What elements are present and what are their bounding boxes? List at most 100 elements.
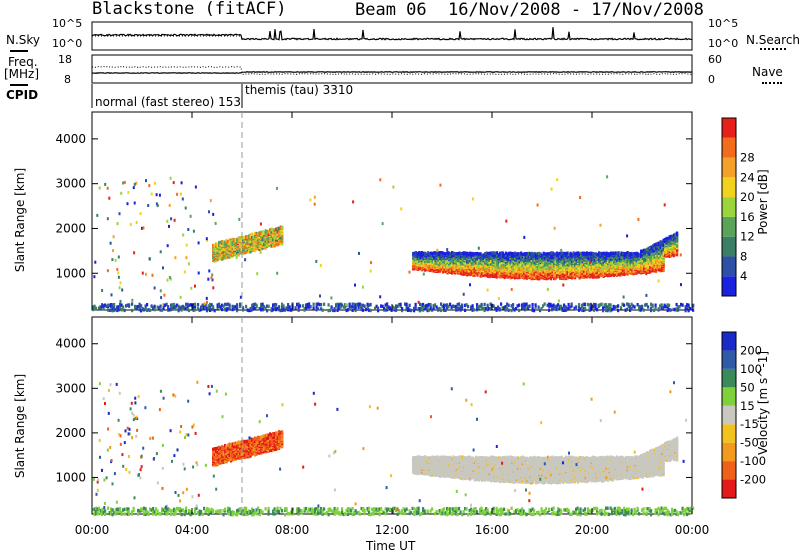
data-cell <box>418 251 421 255</box>
data-cell <box>586 255 589 260</box>
data-cell <box>551 262 554 266</box>
data-cell <box>587 259 590 263</box>
data-cell <box>556 268 559 272</box>
data-cell <box>569 263 572 268</box>
data-cell <box>236 237 239 242</box>
data-cell <box>572 266 575 271</box>
data-cell <box>587 256 590 260</box>
data-cell <box>239 236 242 240</box>
data-cell <box>245 241 248 246</box>
data-cell <box>493 267 496 271</box>
data-cell <box>488 251 491 255</box>
data-cell <box>494 259 497 263</box>
data-cell <box>225 255 228 260</box>
data-cell <box>443 252 446 256</box>
data-cell <box>496 261 499 265</box>
data-cell <box>572 268 575 273</box>
data-cell <box>542 270 545 274</box>
data-cell <box>275 227 278 232</box>
data-cell <box>532 252 535 256</box>
data-cell <box>554 252 557 256</box>
data-cell <box>279 225 282 229</box>
data-cell <box>213 243 216 247</box>
data-cell <box>281 226 284 230</box>
data-cell <box>605 256 608 260</box>
data-cell <box>476 265 479 269</box>
data-cell <box>521 252 524 256</box>
data-cell <box>553 262 556 266</box>
data-cell <box>556 251 559 255</box>
data-cell <box>437 251 440 255</box>
data-cell <box>553 252 556 256</box>
data-cell <box>563 251 566 256</box>
data-cell <box>569 260 572 265</box>
data-cell <box>587 252 590 256</box>
data-cell <box>270 227 273 231</box>
data-cell <box>445 259 448 263</box>
data-cell <box>481 271 484 276</box>
data-cell <box>587 269 590 274</box>
data-cell <box>524 252 527 256</box>
cpid-mode-1: normal (fast stereo) 153 <box>95 95 242 109</box>
data-cell <box>583 251 586 255</box>
data-cell <box>533 266 536 270</box>
data-cell <box>599 251 602 256</box>
data-cell <box>430 255 433 259</box>
data-cell <box>565 275 568 279</box>
data-cell <box>272 231 275 235</box>
data-cell <box>476 251 479 256</box>
data-cell <box>436 256 439 260</box>
data-cell <box>551 268 554 272</box>
data-cell <box>556 274 559 279</box>
data-cell <box>521 270 524 275</box>
data-cell <box>574 262 577 267</box>
data-cell <box>530 262 533 266</box>
data-cell <box>228 238 231 242</box>
data-cell <box>509 251 512 255</box>
data-cell <box>449 252 452 256</box>
data-cell <box>589 257 592 261</box>
data-cell <box>427 251 430 255</box>
data-cell <box>575 256 578 260</box>
noise-left-tick-top: 10^5 <box>52 17 83 30</box>
data-cell <box>589 265 592 269</box>
data-cell <box>599 254 602 259</box>
data-cell <box>548 252 551 256</box>
data-cell <box>521 274 524 279</box>
data-cell <box>520 256 523 260</box>
data-cell <box>440 263 443 268</box>
data-cell <box>221 257 224 261</box>
data-cell <box>524 275 527 280</box>
data-cell <box>476 267 479 272</box>
data-cell <box>602 251 605 255</box>
data-cell <box>559 258 562 262</box>
data-cell <box>608 252 611 256</box>
data-cell <box>583 262 586 267</box>
data-cell <box>467 252 470 256</box>
data-cell <box>279 235 282 240</box>
nave-trace <box>91 66 693 76</box>
data-cell <box>230 239 233 243</box>
data-cell <box>505 262 508 267</box>
data-cell <box>482 253 485 257</box>
data-cell <box>568 252 571 257</box>
data-cell <box>565 268 568 272</box>
data-cell <box>587 267 590 271</box>
data-cell <box>572 256 575 261</box>
data-cell <box>602 273 605 278</box>
data-cell <box>261 230 264 234</box>
data-cell <box>215 242 218 246</box>
data-cell <box>578 261 581 266</box>
data-cell <box>460 271 463 276</box>
data-cell <box>590 251 593 255</box>
data-cell <box>593 270 596 275</box>
data-cell <box>270 243 273 247</box>
data-cell <box>258 232 261 236</box>
data-cell <box>559 256 562 260</box>
data-cell <box>494 269 497 274</box>
data-cell <box>440 258 443 262</box>
data-cell <box>436 251 439 256</box>
data-cell <box>255 239 258 243</box>
data-cell <box>523 267 526 271</box>
data-cell <box>428 266 431 270</box>
